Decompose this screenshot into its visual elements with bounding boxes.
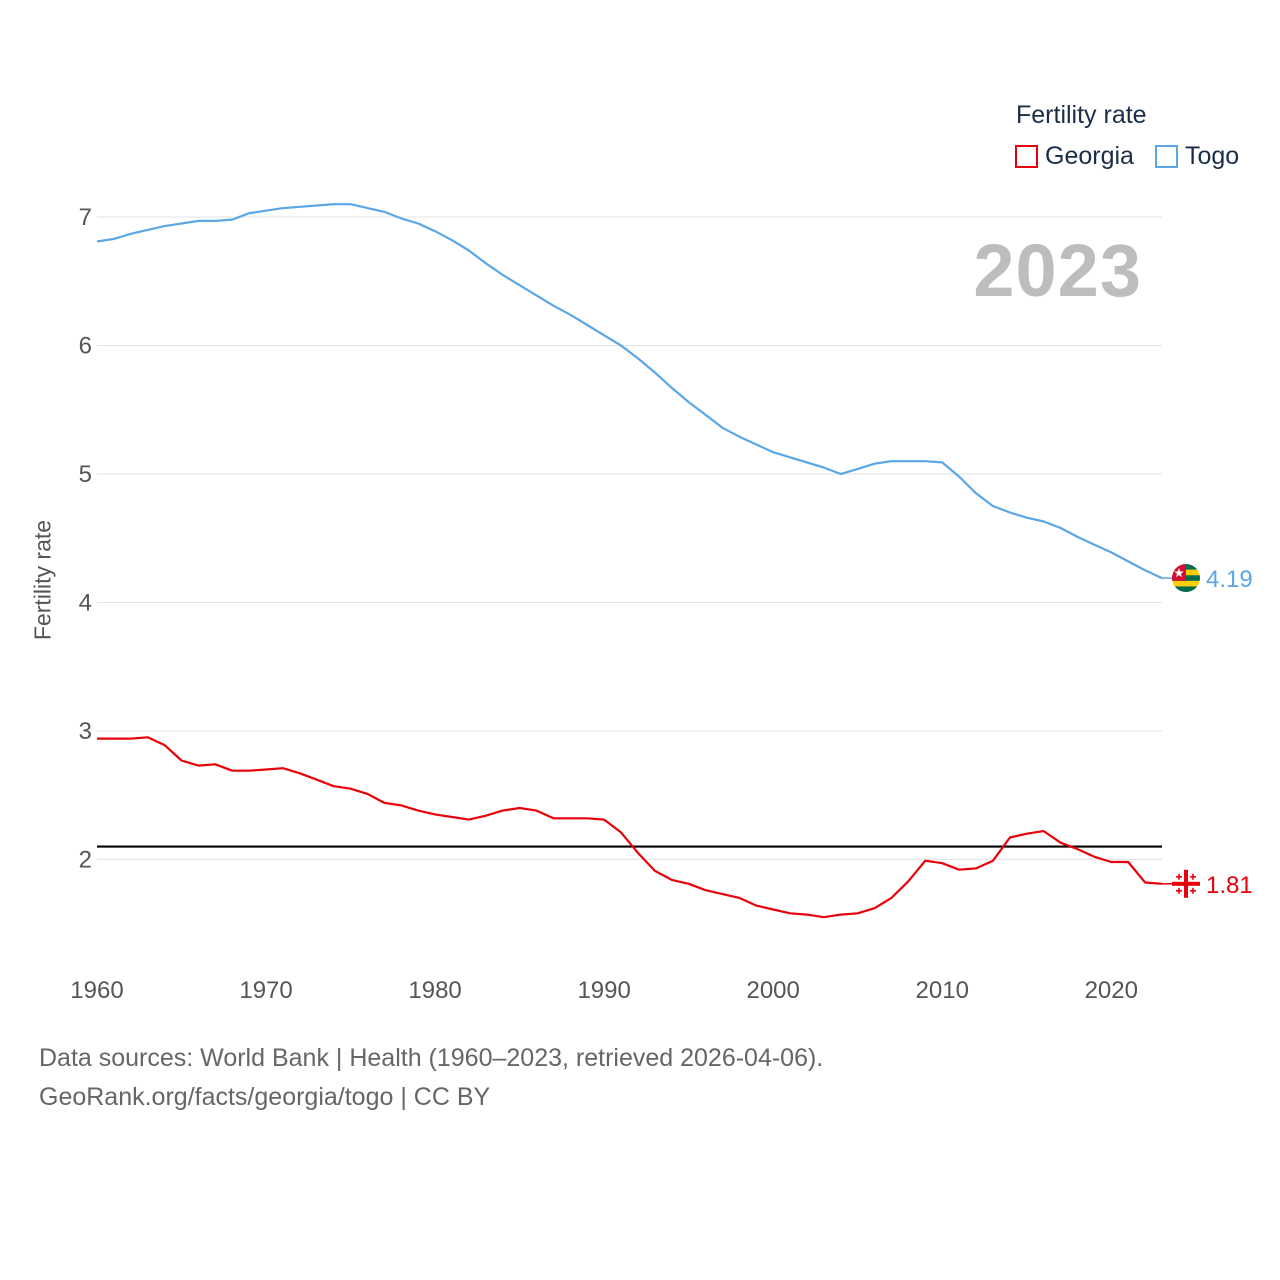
y-tick-6: 6 [79, 333, 92, 360]
y-tick-3: 3 [79, 718, 92, 745]
legend-swatch-togo [1155, 145, 1178, 168]
x-tick-1970: 1970 [239, 977, 292, 1004]
y-tick-5: 5 [79, 461, 92, 488]
legend-label-togo: Togo [1185, 142, 1240, 170]
series-line-togo [96, 203, 1163, 580]
x-tick-2010: 2010 [916, 977, 969, 1004]
footer-sources: Data sources: World Bank | Health (1960–… [39, 1044, 824, 1072]
legend-item-georgia[interactable]: Georgia [1015, 142, 1134, 171]
legend-item-togo[interactable]: Togo [1155, 142, 1239, 171]
y-axis-title: Fertility rate [29, 519, 56, 641]
y-axis-ticks: 2 3 4 5 6 7 [79, 204, 92, 873]
footer-attribution[interactable]: GeoRank.org/facts/georgia/togo | CC BY [39, 1083, 491, 1111]
series-lines [96, 203, 1163, 919]
gridlines [97, 216, 1162, 860]
legend-title: Fertility rate [1016, 101, 1147, 129]
legend-label-georgia: Georgia [1045, 142, 1134, 170]
year-watermark: 2023 [973, 229, 1142, 312]
series-line-georgia [97, 736, 1163, 919]
y-tick-2: 2 [79, 846, 92, 873]
legend-swatch-georgia [1015, 145, 1038, 168]
end-markers: 4.19 1.81 [1162, 564, 1253, 899]
x-tick-2020: 2020 [1085, 977, 1138, 1004]
x-tick-1960: 1960 [70, 977, 123, 1004]
y-tick-4: 4 [79, 589, 92, 616]
x-tick-2000: 2000 [746, 977, 799, 1004]
flag-icon-togo [1172, 564, 1200, 593]
x-tick-1980: 1980 [408, 977, 461, 1004]
end-label-togo: 4.19 [1206, 566, 1253, 593]
end-label-georgia: 1.81 [1206, 872, 1253, 899]
x-tick-1990: 1990 [577, 977, 630, 1004]
x-axis-ticks: 1960 1970 1980 1990 2000 2010 2020 [70, 977, 1138, 1004]
flag-icon-georgia [1172, 869, 1200, 898]
y-tick-7: 7 [79, 204, 92, 231]
